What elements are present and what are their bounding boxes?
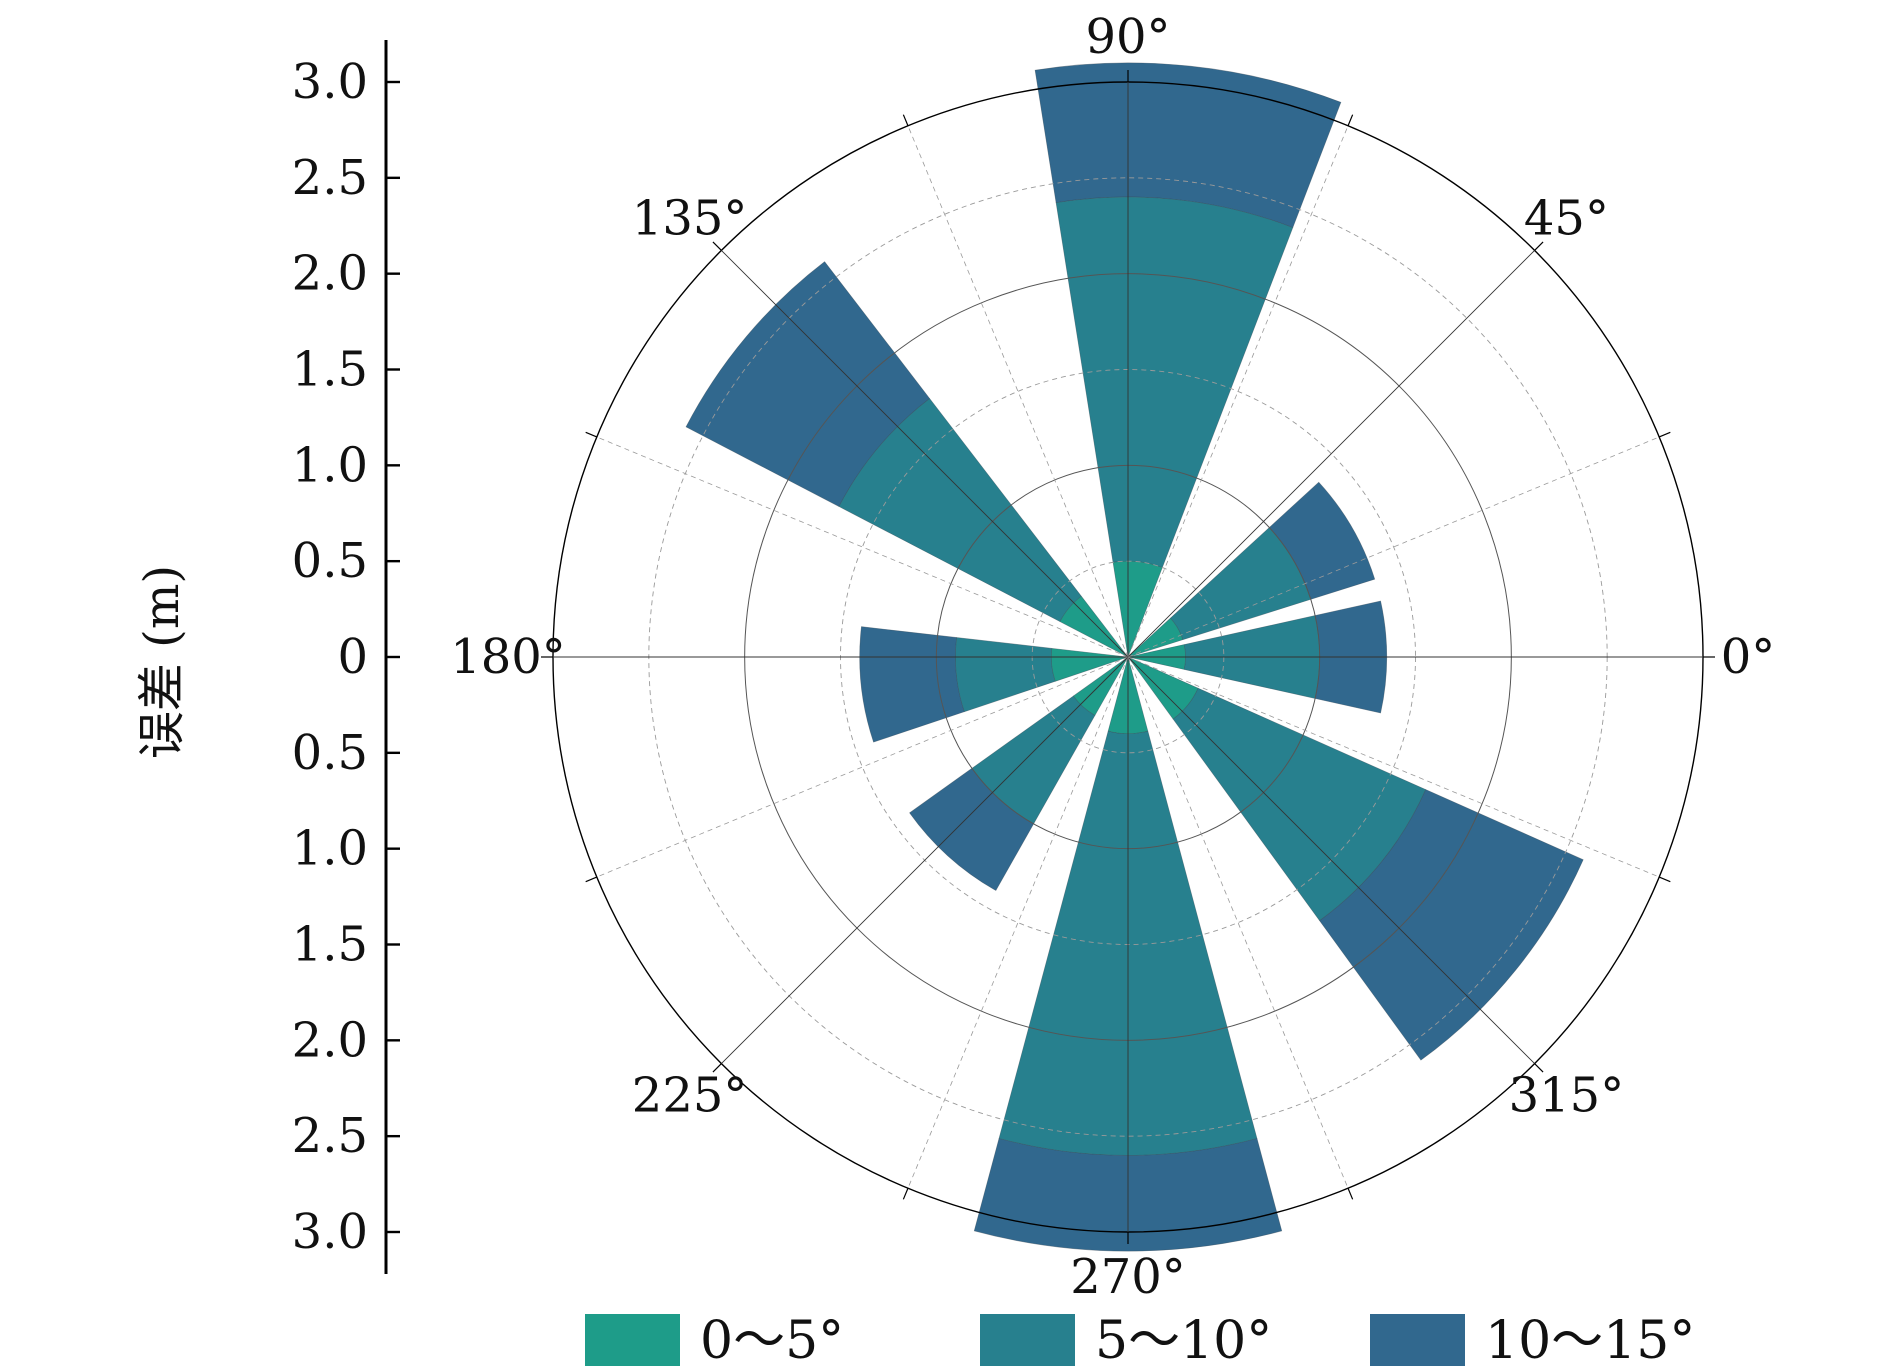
- angle-labels: 0° 45° 90° 135° 180° 225° 270° 315°: [450, 9, 1775, 1305]
- grid-spoke-337.5: [1127, 656, 1660, 878]
- sector-5-ring-0: [1072, 656, 1129, 716]
- angle-label-270: 270°: [1070, 1249, 1186, 1305]
- sector-1-ring-0: [1127, 617, 1184, 658]
- angle-label-45: 45°: [1524, 191, 1609, 247]
- angle-tick-135: [712, 241, 722, 251]
- y-tick-label-up-3: 1.5: [292, 342, 368, 398]
- angle-tick-67.5: [1347, 114, 1354, 126]
- legend-label-1: 5～10°: [1095, 1311, 1272, 1371]
- y-tick-label-up-4: 1.0: [292, 437, 368, 493]
- y-tick-label-up-6: 0: [337, 629, 368, 685]
- y-tick-label-down-2: 1.5: [292, 917, 368, 973]
- y-tick-label-down-5: 3.0: [292, 1204, 368, 1260]
- angle-tick-45: [1534, 241, 1544, 251]
- legend: 0～5° 5～10° 10～15°: [585, 1311, 1695, 1371]
- angle-label-135: 135°: [632, 191, 748, 247]
- angle-tick-337.5: [1659, 876, 1671, 883]
- angle-label-315: 315°: [1509, 1067, 1625, 1123]
- grid-spoke-157.5: [596, 436, 1129, 658]
- grid-spoke-67.5: [1127, 125, 1349, 658]
- legend-label-0: 0～5°: [700, 1311, 844, 1371]
- y-tick-label-down-0: 0.5: [292, 725, 368, 781]
- angle-label-225: 225°: [632, 1067, 748, 1123]
- y-axis: 误差 (m) 3.0 2.5 2.0 1.5 1.0 0.5 0 0.5 1.0 1.5 2.0 2.…: [134, 40, 400, 1274]
- angle-tick-202.5: [585, 876, 597, 883]
- angle-tick-247.5: [902, 1188, 909, 1200]
- angle-tick-157.5: [585, 431, 597, 438]
- grid-spoke-292.5: [1127, 656, 1349, 1189]
- sector-3-ring-0: [1059, 595, 1129, 658]
- sector-2-ring-1: [1055, 196, 1294, 568]
- y-tick-label-up-1: 2.5: [292, 150, 368, 206]
- y-tick-label-down-3: 2.0: [292, 1012, 368, 1068]
- angle-label-180: 180°: [450, 629, 566, 685]
- grid-spoke-202.5: [596, 656, 1129, 878]
- legend-swatch-2: [1370, 1314, 1465, 1366]
- polar-grid: [541, 70, 1715, 1244]
- grid-spoke-247.5: [907, 656, 1129, 1189]
- y-tick-label-down-1: 1.0: [292, 821, 368, 877]
- angle-tick-292.5: [1347, 1188, 1354, 1200]
- grid-spoke-315: [1127, 656, 1535, 1064]
- sector-7-ring-0: [1127, 656, 1199, 720]
- grid-spoke-22.5: [1127, 436, 1660, 658]
- grid-spoke-135: [721, 250, 1129, 658]
- y-tick-label-up-5: 0.5: [292, 533, 368, 589]
- angle-label-90: 90°: [1085, 9, 1170, 65]
- y-tick-label-down-4: 2.5: [292, 1108, 368, 1164]
- legend-swatch-1: [980, 1314, 1075, 1366]
- y-tick-label-up-0: 3.0: [292, 54, 368, 110]
- grid-spoke-225: [721, 656, 1129, 1064]
- legend-swatch-0: [585, 1314, 680, 1366]
- sector-4-ring-1: [955, 637, 1056, 713]
- angle-tick-315: [1534, 1063, 1544, 1073]
- angle-tick-22.5: [1659, 431, 1671, 438]
- y-tick-label-up-2: 2.0: [292, 246, 368, 302]
- y-axis-title: 误差 (m): [134, 565, 190, 759]
- legend-label-2: 10～15°: [1485, 1311, 1695, 1371]
- grid-spoke-45: [1127, 250, 1535, 658]
- angle-label-0: 0°: [1721, 629, 1776, 685]
- sectors-layer: [685, 62, 1584, 1252]
- grid-spoke-112.5: [907, 125, 1129, 658]
- angle-tick-225: [712, 1063, 722, 1073]
- angle-tick-112.5: [902, 114, 909, 126]
